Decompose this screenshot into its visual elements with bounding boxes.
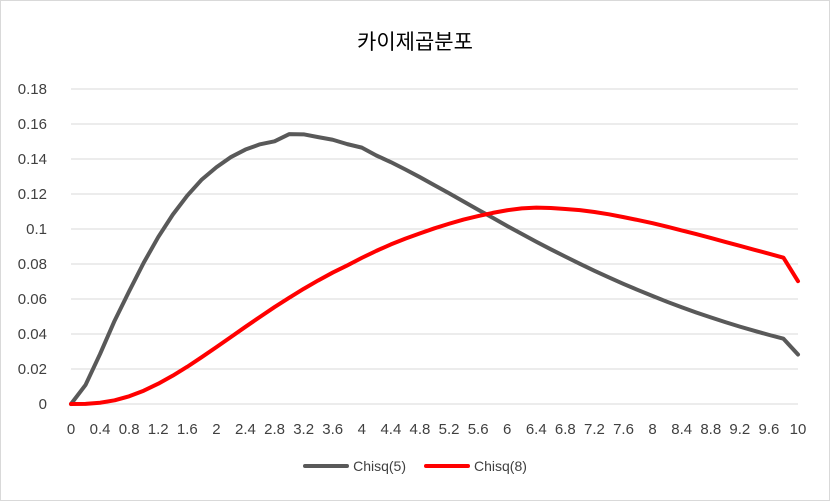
y-tick-label: 0.16 (18, 116, 47, 133)
x-tick-label: 9.6 (758, 421, 779, 438)
y-tick-label: 0.14 (18, 151, 47, 168)
x-tick-label: 1.6 (177, 421, 198, 438)
x-tick-label: 2.4 (235, 421, 256, 438)
legend-swatch (303, 464, 350, 468)
x-tick-label: 4.4 (380, 421, 401, 438)
x-tick-label: 0.4 (90, 421, 111, 438)
legend-label: Chisq(5) (353, 458, 406, 474)
x-tick-label: 8.4 (671, 421, 692, 438)
x-tick-label: 5.6 (468, 421, 489, 438)
y-tick-label: 0.18 (18, 81, 47, 98)
legend-item: Chisq(8) (424, 458, 527, 474)
chart-title: 카이제곱분포 (357, 30, 473, 54)
y-tick-label: 0.06 (18, 291, 47, 308)
series-line (69, 205, 800, 406)
x-tick-label: 0 (67, 421, 75, 438)
y-tick-label: 0.08 (18, 256, 47, 273)
y-tick-label: 0.04 (18, 326, 47, 343)
legend: Chisq(5) Chisq(8) (0, 458, 830, 474)
y-tick-label: 0.12 (18, 186, 47, 203)
x-tick-label: 6 (503, 421, 511, 438)
x-tick-label: 8.8 (700, 421, 721, 438)
legend-swatch (424, 464, 470, 468)
x-tick-label: 2.8 (264, 421, 285, 438)
y-tick-label: 0.1 (26, 221, 47, 238)
x-tick-label: 0.8 (119, 421, 140, 438)
series-line (69, 132, 800, 406)
legend-item: Chisq(5) (303, 458, 406, 474)
x-tick-label: 6.8 (555, 421, 576, 438)
x-tick-label: 7.2 (584, 421, 605, 438)
x-tick-label: 7.6 (613, 421, 634, 438)
y-tick-label: 0.02 (18, 361, 47, 378)
x-tick-label: 4 (358, 421, 366, 438)
x-tick-label: 9.2 (729, 421, 750, 438)
x-tick-label: 3.2 (293, 421, 314, 438)
y-tick-label: 0 (39, 396, 47, 413)
x-tick-label: 5.2 (439, 421, 460, 438)
legend-label: Chisq(8) (474, 458, 527, 474)
x-tick-label: 1.2 (148, 421, 169, 438)
x-tick-label: 6.4 (526, 421, 547, 438)
x-tick-label: 2 (212, 421, 220, 438)
x-tick-label: 8 (648, 421, 656, 438)
x-tick-label: 10 (790, 421, 807, 438)
x-tick-label: 4.8 (410, 421, 431, 438)
x-tick-label: 3.6 (322, 421, 343, 438)
